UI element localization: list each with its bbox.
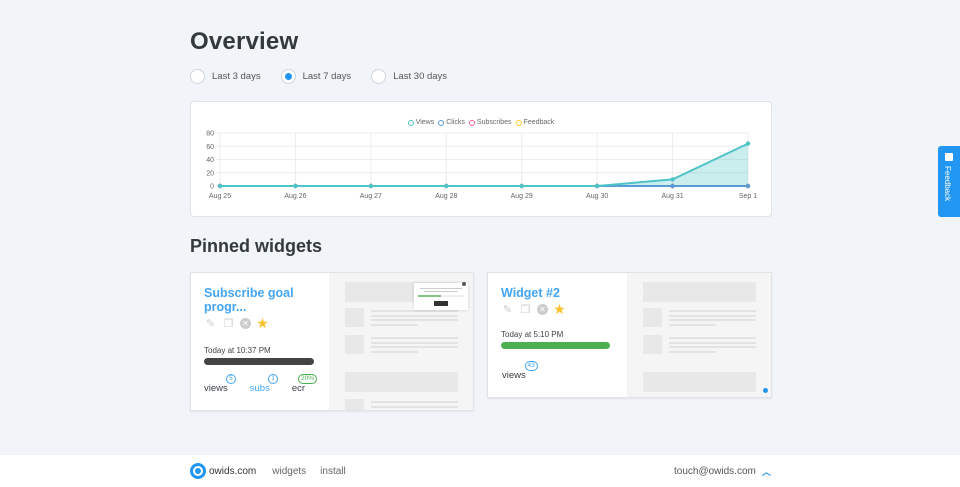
svg-text:Aug 29: Aug 29 xyxy=(511,193,533,200)
svg-text:40: 40 xyxy=(206,157,214,164)
widget-card[interactable]: Widget #2 ✎ ❐ ✕ ★ Today at 5:10 PM views… xyxy=(487,272,772,398)
close-icon xyxy=(462,282,466,286)
svg-text:Aug 26: Aug 26 xyxy=(284,193,306,200)
brand-link[interactable]: owids.com xyxy=(209,465,257,477)
legend-dot-icon xyxy=(515,119,522,126)
status-dot-icon xyxy=(763,388,768,393)
count-badge: 43 xyxy=(524,361,538,371)
copy-icon[interactable]: ❐ xyxy=(223,318,234,330)
svg-text:Aug 25: Aug 25 xyxy=(209,193,231,200)
legend-clicks[interactable]: Clicks xyxy=(438,119,465,126)
radio-selected-icon[interactable] xyxy=(280,69,296,84)
contact-email[interactable]: touch@owids.com xyxy=(674,466,756,477)
chart-legend: Views Clicks Subscribes Feedback xyxy=(191,119,771,126)
widget-stats: views 43 xyxy=(502,361,544,381)
svg-text:20: 20 xyxy=(206,170,214,177)
star-icon[interactable]: ★ xyxy=(256,315,269,331)
page-title: Overview xyxy=(190,28,299,55)
stat-ecr: ecr 20% xyxy=(292,374,318,394)
stats-chart-card: Views Clicks Subscribes Feedback 0 20 40 60… xyxy=(190,101,772,217)
svg-text:60: 60 xyxy=(206,144,214,151)
legend-feedback[interactable]: Feedback xyxy=(515,119,554,126)
stat-views: views 5 xyxy=(204,374,236,394)
delete-icon[interactable]: ✕ xyxy=(240,318,251,329)
radio-label: Last 30 days xyxy=(393,71,448,82)
widget-actions: ✎ ❐ ✕ ★ xyxy=(501,301,614,317)
count-badge: 5 xyxy=(226,374,236,384)
range-last-30-days[interactable]: Last 30 days xyxy=(371,69,447,84)
widget-actions: ✎ ❐ ✕ ★ xyxy=(204,315,316,331)
svg-text:Aug 28: Aug 28 xyxy=(435,193,457,200)
widget-name[interactable]: Widget #2 xyxy=(501,286,560,300)
widget-timestamp: Today at 5:10 PM xyxy=(501,330,564,339)
widget-info: Widget #2 ✎ ❐ ✕ ★ Today at 5:10 PM views… xyxy=(488,273,627,397)
stat-views: views 43 xyxy=(502,361,538,381)
widget-card[interactable]: Subscribe goal progr... ✎ ❐ ✕ ★ Today at… xyxy=(190,272,474,411)
radio-icon[interactable] xyxy=(190,69,205,84)
radio-label: Last 3 days xyxy=(212,71,261,82)
legend-views[interactable]: Views xyxy=(407,119,434,126)
footer-link-widgets[interactable]: widgets xyxy=(272,465,307,477)
widget-popup-preview xyxy=(414,283,468,310)
svg-text:0: 0 xyxy=(210,184,214,191)
feedback-tab[interactable]: Feedback xyxy=(938,146,960,217)
pinned-widgets-title: Pinned widgets xyxy=(190,236,323,256)
edit-pencil-icon[interactable]: ✎ xyxy=(205,318,216,330)
percent-badge: 20% xyxy=(298,374,318,384)
legend-subscribes[interactable]: Subscribes xyxy=(468,119,512,126)
widget-preview[interactable] xyxy=(627,273,771,397)
svg-text:Aug 30: Aug 30 xyxy=(586,193,608,200)
svg-text:80: 80 xyxy=(206,131,214,138)
radio-icon[interactable] xyxy=(371,69,387,84)
owids-logo-icon[interactable] xyxy=(190,463,206,479)
widget-timestamp: Today at 10:37 PM xyxy=(204,346,271,355)
feedback-icon xyxy=(945,153,953,161)
legend-dot-icon xyxy=(468,119,475,126)
edit-pencil-icon[interactable]: ✎ xyxy=(502,304,513,316)
date-range-selector: Last 3 days Last 7 days Last 30 days xyxy=(190,69,467,84)
radio-label: Last 7 days xyxy=(302,71,352,82)
widget-progress-bar xyxy=(501,342,610,349)
footer-link-install[interactable]: install xyxy=(320,465,346,477)
legend-dot-icon xyxy=(407,119,414,126)
star-icon[interactable]: ★ xyxy=(553,301,566,317)
widget-progress-bar xyxy=(204,358,314,365)
widget-stats: views 5 subs 1 ecr 20% xyxy=(204,374,323,394)
legend-dot-icon xyxy=(438,119,445,126)
stat-subs: subs 1 xyxy=(250,374,278,394)
chevron-up-icon[interactable]: ︿ xyxy=(761,467,771,477)
widget-name[interactable]: Subscribe goal progr... xyxy=(204,286,294,314)
svg-text:Aug 27: Aug 27 xyxy=(360,193,382,200)
copy-icon[interactable]: ❐ xyxy=(520,304,531,316)
range-last-3-days[interactable]: Last 3 days xyxy=(190,69,261,84)
feedback-tab-label: Feedback xyxy=(943,166,952,202)
delete-icon[interactable]: ✕ xyxy=(537,304,548,315)
widget-info: Subscribe goal progr... ✎ ❐ ✕ ★ Today at… xyxy=(191,273,329,410)
svg-text:Sep 1: Sep 1 xyxy=(739,193,757,200)
footer: owids.com widgets install touch@owids.co… xyxy=(0,455,960,487)
widget-preview[interactable] xyxy=(329,273,473,410)
range-last-7-days[interactable]: Last 7 days xyxy=(280,69,352,84)
svg-text:Aug 31: Aug 31 xyxy=(661,193,683,200)
count-badge: 1 xyxy=(268,374,278,384)
line-chart: 0 20 40 60 80 Aug 25 Aug 26 Aug 27 Aug 28 Aug 29 A… xyxy=(206,131,757,201)
